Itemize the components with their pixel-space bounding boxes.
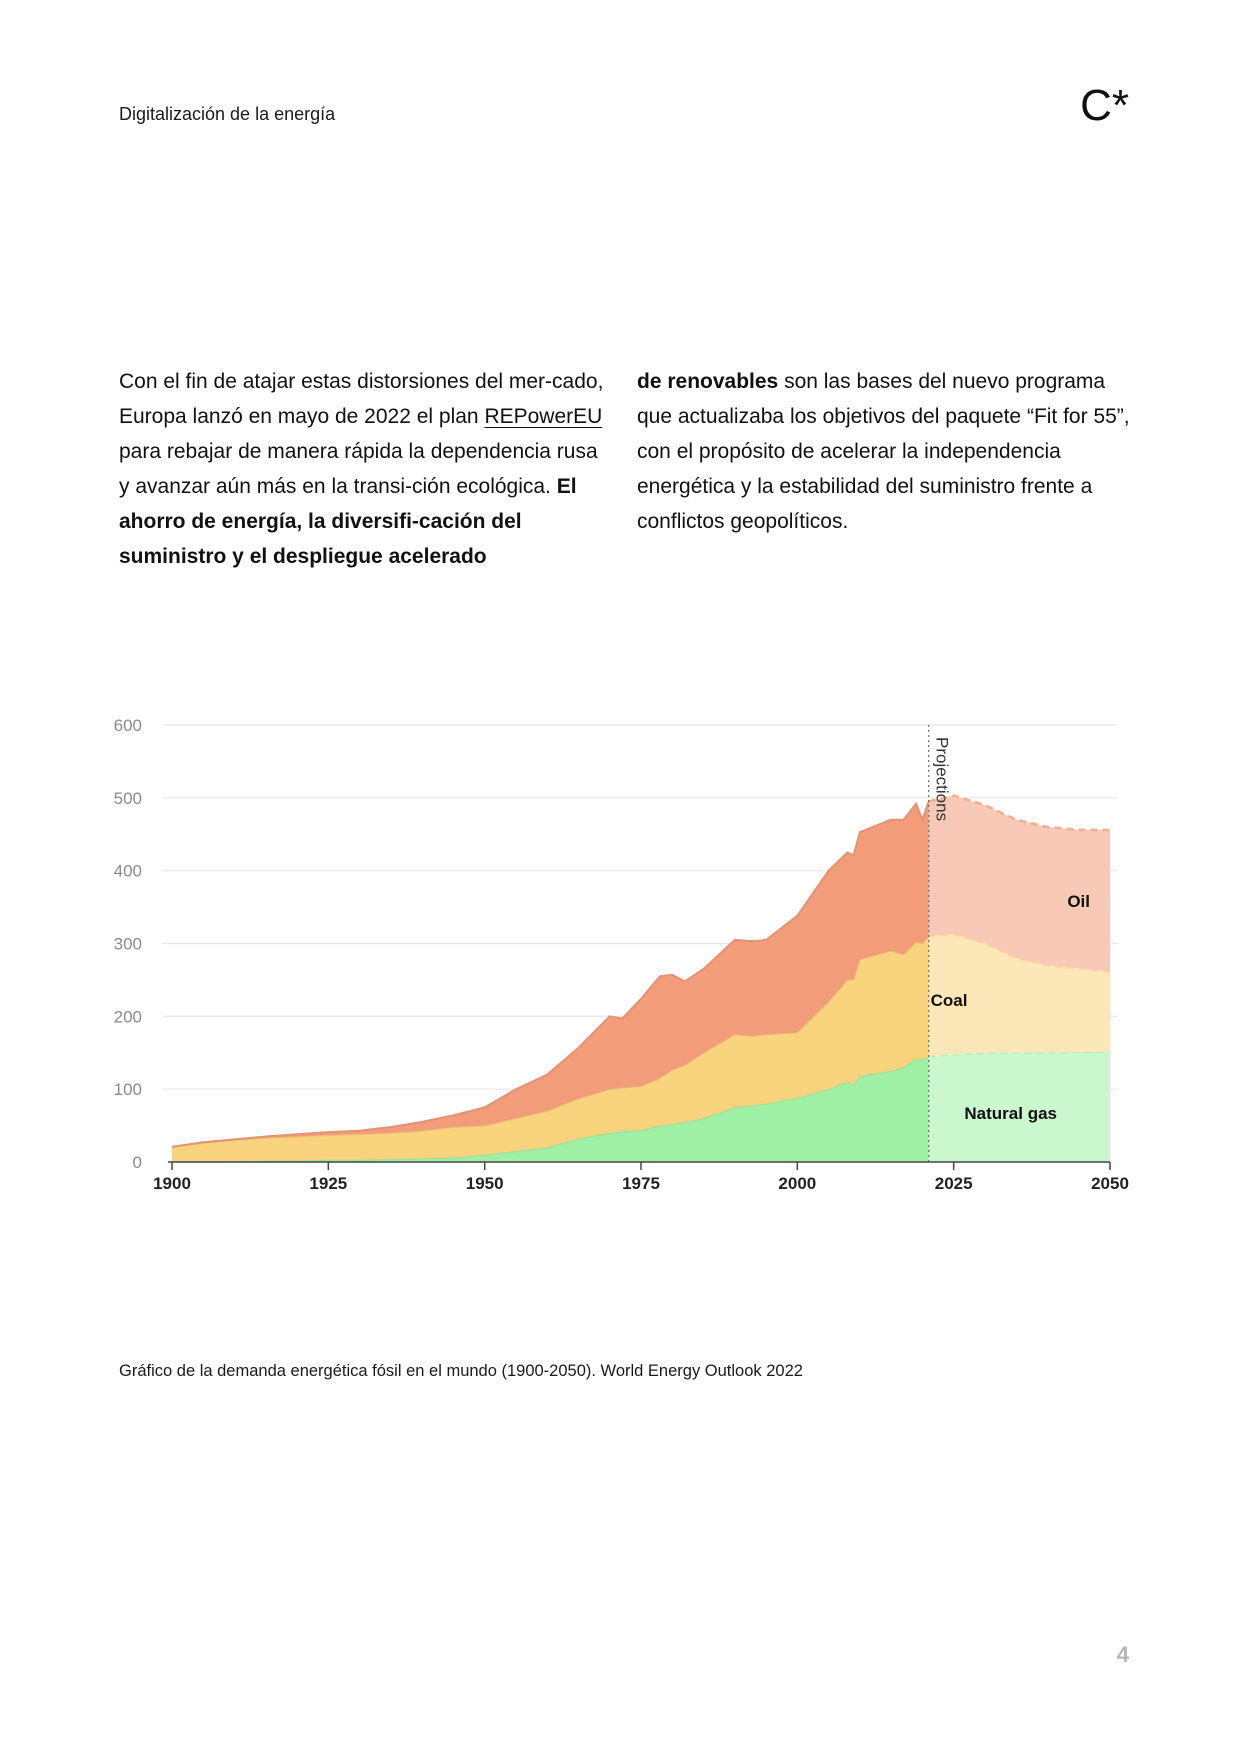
area-natural-gas-historical xyxy=(172,1056,929,1162)
area-oil-projection xyxy=(928,795,1110,972)
paragraph-left-bold: El ahorro de energía, la diversifi-cació… xyxy=(119,475,577,568)
series-label-oil: Oil xyxy=(1067,892,1090,911)
x-tick-label-1900: 1900 xyxy=(153,1174,191,1193)
projection-label: Projections xyxy=(933,737,952,821)
paragraph-right: de renovables son las bases del nuevo pr… xyxy=(637,364,1137,539)
series-label-coal: Coal xyxy=(931,991,968,1010)
line-natural-gas-historical xyxy=(172,1055,930,1163)
x-tick-label-1925: 1925 xyxy=(309,1174,347,1193)
series-label-natural-gas: Natural gas xyxy=(964,1104,1057,1123)
x-tick-label-1975: 1975 xyxy=(622,1174,660,1193)
x-tick-label-2000: 2000 xyxy=(778,1174,816,1193)
y-tick-label-300: 300 xyxy=(114,935,142,954)
paragraph-right-text: son las bases del nuevo programa que act… xyxy=(637,370,1130,533)
x-tick-label-1950: 1950 xyxy=(466,1174,504,1193)
y-tick-label-100: 100 xyxy=(114,1080,142,1099)
y-tick-label-500: 500 xyxy=(114,789,142,808)
paragraph-right-bold: de renovables xyxy=(637,370,779,393)
body-column-right: de renovables son las bases del nuevo pr… xyxy=(637,364,1137,539)
repowereu-link[interactable]: REPowerEU xyxy=(484,405,603,428)
paragraph-left-part2: para rebajar de manera rápida la depende… xyxy=(119,440,598,498)
area-coal-projection xyxy=(928,934,1110,1057)
page-number: 4 xyxy=(1116,1642,1129,1667)
chart-caption: Gráfico de la demanda energética fósil e… xyxy=(119,1362,803,1380)
body-column-left: Con el fin de atajar estas distorsiones … xyxy=(119,364,609,574)
x-tick-label-2025: 2025 xyxy=(935,1174,973,1193)
brand-logo: C* xyxy=(1080,81,1129,130)
line-oil-historical xyxy=(171,801,930,1148)
y-tick-label-600: 600 xyxy=(114,716,142,735)
y-tick-label-400: 400 xyxy=(114,862,142,881)
area-coal-historical xyxy=(172,936,929,1162)
line-oil-projection xyxy=(928,794,1110,832)
x-tick-label-2050: 2050 xyxy=(1091,1174,1129,1193)
y-tick-label-0: 0 xyxy=(133,1153,142,1172)
fossil-energy-demand-chart: 0 100 200 300 400 500 600 Projections Natural ga… xyxy=(114,716,1129,1193)
document-header-title: Digitalización de la energía xyxy=(119,104,336,124)
y-tick-label-200: 200 xyxy=(114,1007,142,1026)
area-natural-gas-projection xyxy=(928,1052,1110,1162)
area-oil-historical xyxy=(172,801,929,1147)
paragraph-left: Con el fin de atajar estas distorsiones … xyxy=(119,364,609,574)
paragraph-left-part1: Con el fin de atajar estas distorsiones … xyxy=(119,370,604,428)
